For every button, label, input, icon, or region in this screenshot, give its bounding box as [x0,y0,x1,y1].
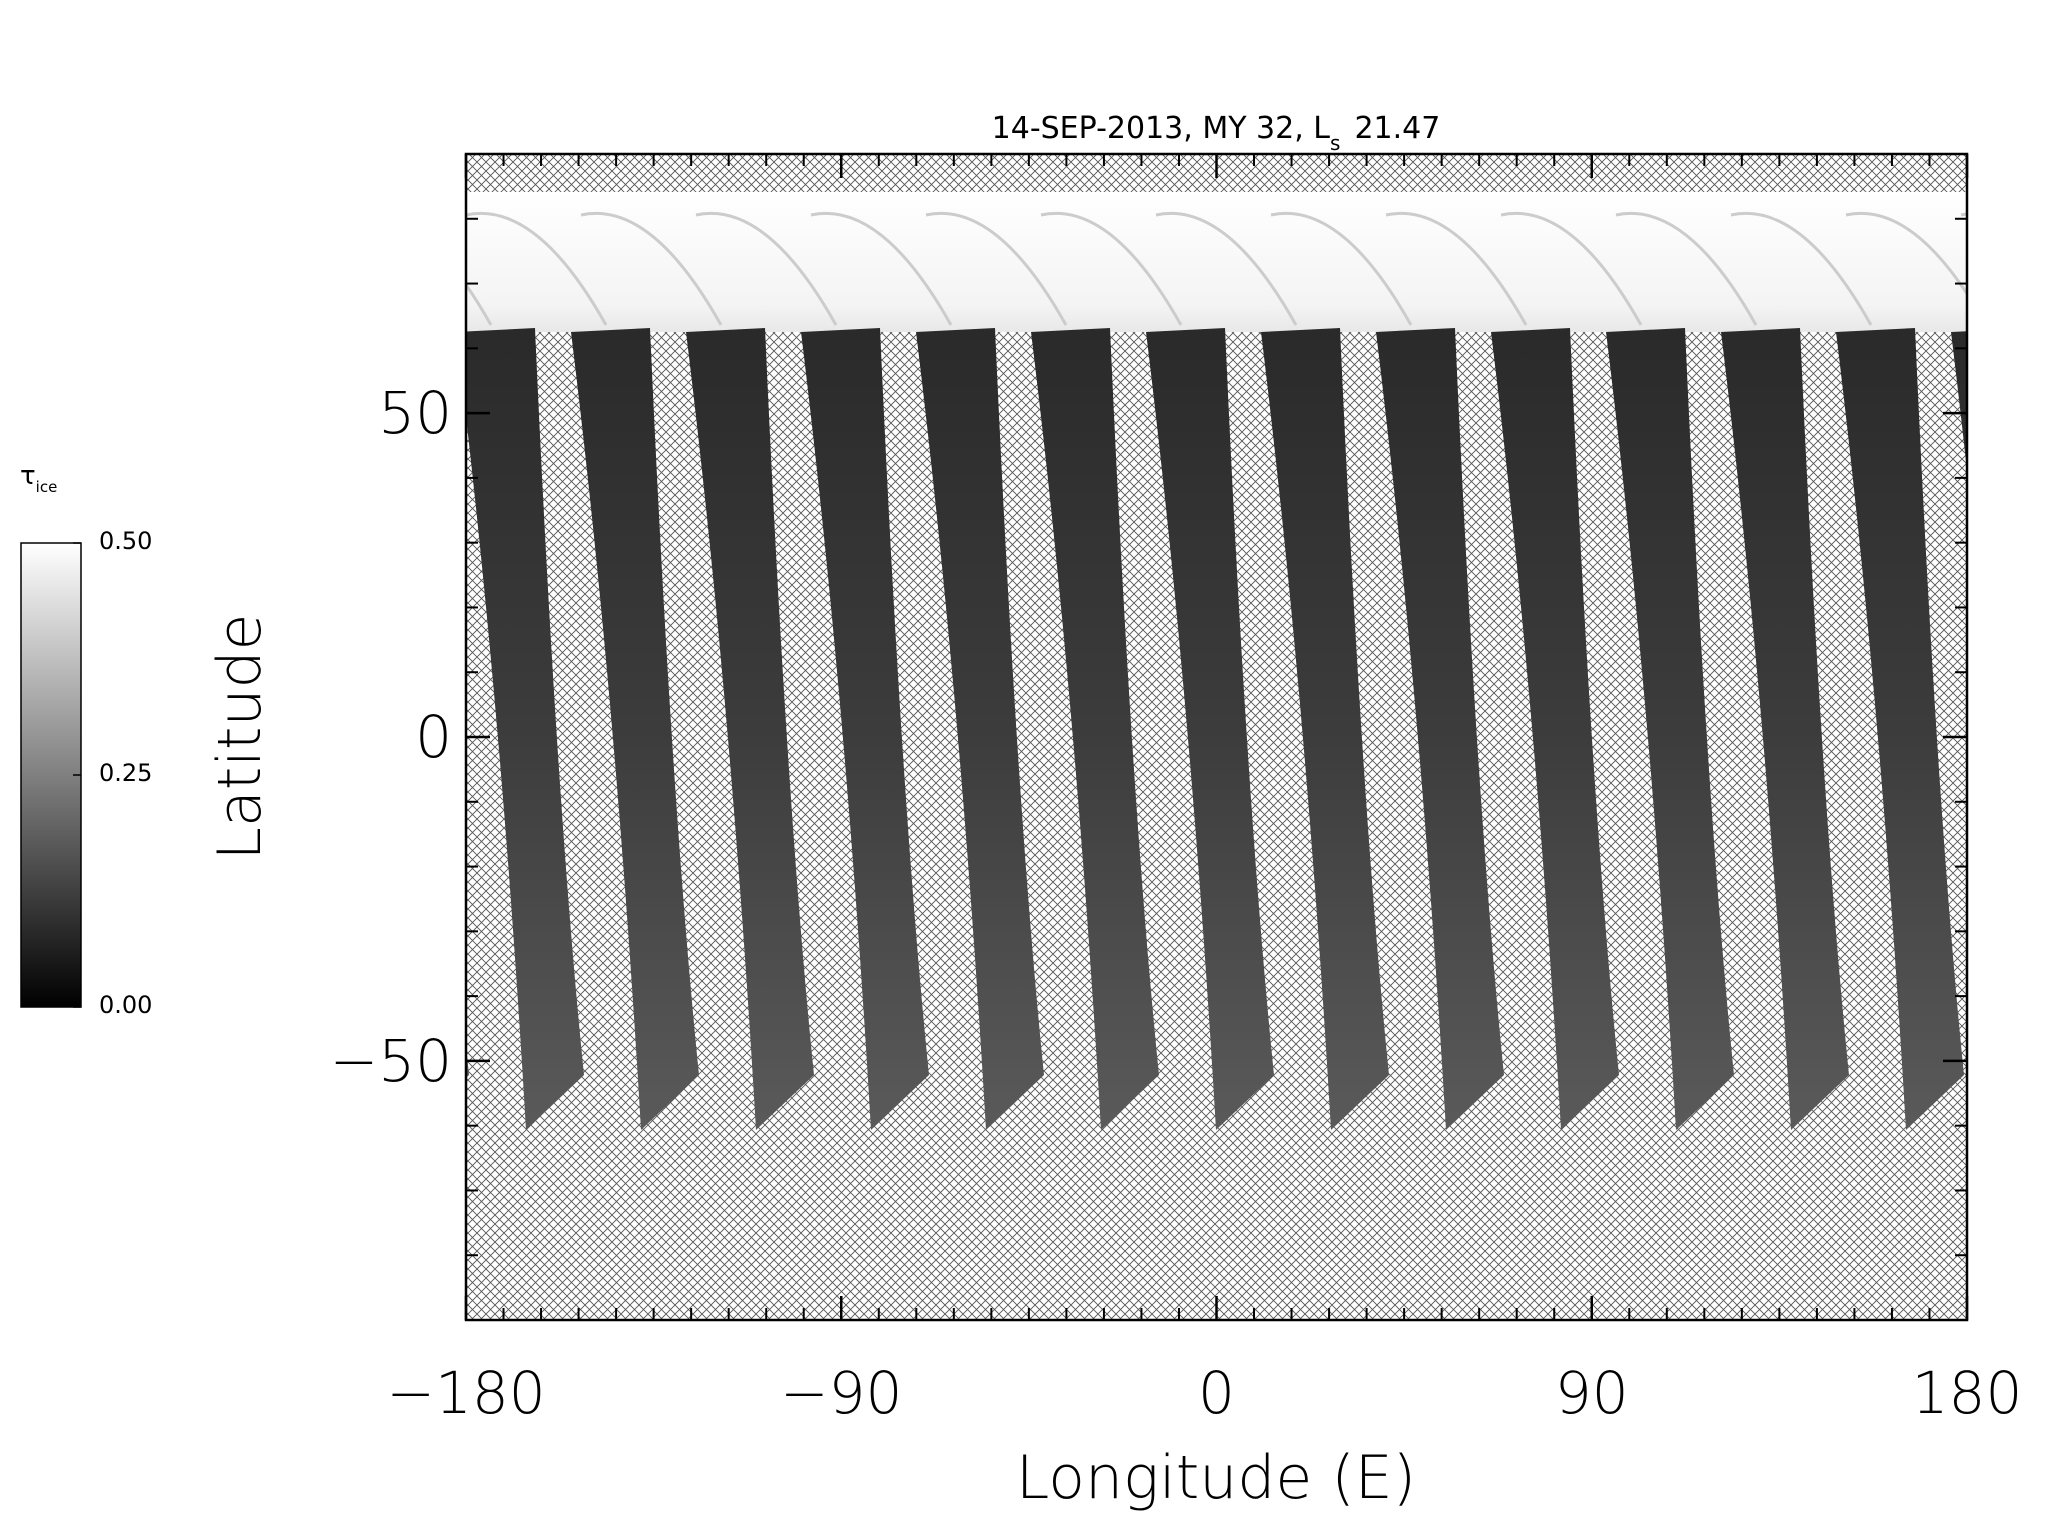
swath [686,328,814,1130]
swath [1721,328,1849,1130]
x-tick-label: −180 [386,1359,545,1427]
map-image [466,154,1967,1320]
swath [1376,328,1504,1130]
swath [571,328,699,1130]
swath [1606,328,1734,1130]
x-tick-label: 180 [1912,1359,2023,1427]
colorbar-tick-label: 0.25 [99,759,152,787]
swath [1836,328,1964,1130]
cap-arc [1385,211,1528,326]
y-tick-label: −50 [330,1027,452,1095]
cap-arc [1500,211,1643,326]
swath [1951,331,1967,471]
cap-arc [1730,211,1873,326]
cap-arc [580,211,723,326]
x-tick-label: −90 [780,1359,902,1427]
colorbar [20,542,82,1008]
swath [801,328,929,1130]
swath [1146,328,1274,1130]
cap-arc [695,211,838,326]
cap-arc [466,211,608,326]
cap-arc [1040,211,1183,326]
swath [1261,328,1389,1130]
cap-arc [1155,211,1298,326]
swath [466,328,584,1130]
swath [1491,328,1619,1130]
y-tick-label: 50 [378,379,452,447]
cap-arc [1845,211,1967,297]
swath [1031,328,1159,1130]
swath [916,328,1044,1130]
cap-arc [1615,211,1758,326]
y-tick-label: 0 [415,703,452,771]
colorbar-tick-label: 0.50 [99,527,152,555]
cap-arc [466,282,493,326]
cap-arc [1270,211,1413,326]
colorbar-tick-label: 0.00 [99,991,152,1019]
x-axis-title: Longitude (E) [1016,1443,1416,1513]
cap-arc [810,211,953,326]
x-tick-label: 0 [1198,1359,1235,1427]
colorbar-title: τice [20,461,57,496]
polar-cap [466,192,1967,332]
map-title: 14-SEP-2013, MY 32, Ls 21.47 [992,111,1441,155]
x-tick-label: 90 [1555,1359,1629,1427]
y-axis-title: Latitude [205,614,275,861]
cap-arc [925,211,1068,326]
cap-arc [1960,212,1967,217]
plot-area [466,154,1967,1320]
